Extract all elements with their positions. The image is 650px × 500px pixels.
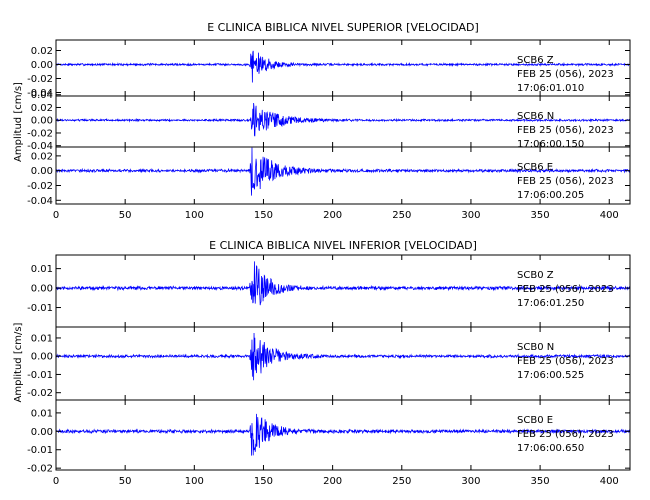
- x-tick-label: 250: [392, 476, 411, 487]
- x-tick-label: 400: [600, 476, 619, 487]
- channel-time: 17:06:00.650: [517, 443, 584, 454]
- y-tick-label: -0.01: [27, 303, 53, 314]
- x-tick-label: 100: [185, 210, 204, 221]
- y-tick-label: -0.02: [27, 388, 53, 399]
- y-tick-label: -0.02: [27, 128, 53, 139]
- y-axis-label: Amplitud [cm/s]: [13, 322, 24, 402]
- seismic-trace: [56, 261, 630, 306]
- x-tick-label: 150: [254, 476, 273, 487]
- y-tick-label: 0.00: [31, 284, 53, 295]
- y-tick-label: 0.00: [31, 60, 53, 71]
- y-tick-label: 0.04: [31, 90, 53, 101]
- channel-date: FEB 25 (056), 2023: [517, 69, 614, 80]
- trace-panel: 0.02 0.00 -0.02 -0.04 SCB6 E FEB 25 (056), 20…: [27, 146, 631, 207]
- channel-time: 17:06:01.010: [517, 83, 584, 94]
- seismic-trace: [56, 413, 630, 456]
- panel-frame: [55, 146, 631, 205]
- y-tick-label: -0.04: [27, 196, 53, 207]
- y-tick-label: 0.00: [31, 166, 53, 177]
- trace-panel: 0.04 0.02 0.00-0.02 -0.04 SCB6 N FEB 25 (056)…: [27, 90, 631, 152]
- channel-label: SCB6 N: [517, 111, 554, 122]
- x-tick-label: 200: [323, 476, 342, 487]
- panel-frame: [55, 399, 631, 471]
- channel-label: SCB0 E: [517, 415, 553, 426]
- channel-date: FEB 25 (056), 2023: [517, 429, 614, 440]
- trace-panel: 0.01 0.00 -0.01 -0.02 SCB0 N FEB 25 (056), 20…: [27, 326, 631, 401]
- x-tick-label: 250: [392, 210, 411, 221]
- y-axis-label: Amplitud [cm/s]: [13, 82, 24, 162]
- y-tick-label: -0.01: [27, 370, 53, 381]
- y-tick-label: 0.00: [31, 427, 53, 438]
- x-tick-label: 200: [323, 210, 342, 221]
- y-tick-label: 0.01: [31, 264, 53, 275]
- y-tick-label: -0.01: [27, 445, 53, 456]
- trace-panel: 0.01 0.00 -0.01 -0.02 SCB0 E FEB 25 (056), 20…: [27, 399, 631, 475]
- x-tick-label: 0: [53, 210, 59, 221]
- channel-label: SCB0 Z: [517, 270, 554, 281]
- channel-date: FEB 25 (056), 2023: [517, 176, 614, 187]
- x-tick-label: 300: [461, 476, 480, 487]
- x-tick-label: 0: [53, 476, 59, 487]
- channel-time: 17:06:00.205: [517, 190, 584, 201]
- x-tick-label: 50: [119, 210, 132, 221]
- seismic-trace: [56, 333, 630, 381]
- x-tick-label: 350: [531, 476, 550, 487]
- y-tick-label: -0.02: [27, 181, 53, 192]
- y-tick-label: 0.01: [31, 333, 53, 344]
- channel-time: 17:06:01.250: [517, 298, 584, 309]
- y-tick-label: 0.01: [31, 408, 53, 419]
- x-tick-label: 350: [531, 210, 550, 221]
- chart-title: E CLINICA BIBLICA NIVEL INFERIOR [VELOCI…: [209, 239, 477, 252]
- channel-date: FEB 25 (056), 2023: [517, 284, 614, 295]
- y-tick-label: -0.04: [27, 141, 53, 152]
- channel-date: FEB 25 (056), 2023: [517, 356, 614, 367]
- y-tick-label: -0.04: [27, 88, 53, 99]
- channel-label: SCB6 Z: [517, 55, 554, 66]
- channel-date: FEB 25 (056), 2023: [517, 125, 614, 136]
- channel-time: 17:06:00.150: [517, 139, 584, 150]
- trace-panel: 0.02 0.00 -0.02 -0.04 SCB6 Z FEB 25 (056), 20…: [27, 39, 631, 99]
- trace-panel: 0.01 0.00 -0.01 SCB0 Z FEB 25 (056), 2023 17:…: [27, 254, 631, 328]
- seismic-trace: [56, 147, 630, 196]
- channel-label: SCB0 N: [517, 342, 554, 353]
- y-tick-label: -0.02: [27, 74, 53, 85]
- seismic-trace: [56, 103, 630, 137]
- chart-title: E CLINICA BIBLICA NIVEL SUPERIOR [VELOCI…: [207, 21, 479, 34]
- channel-time: 17:06:00.525: [517, 370, 584, 381]
- y-tick-label: -0.02: [27, 464, 53, 475]
- x-tick-label: 50: [119, 476, 132, 487]
- seismic-trace: [56, 50, 630, 83]
- y-tick-label: 0.02: [31, 103, 53, 114]
- x-tick-label: 400: [600, 210, 619, 221]
- y-tick-label: 0.00: [31, 352, 53, 363]
- x-tick-label: 300: [461, 210, 480, 221]
- y-tick-label: 0.00: [31, 116, 53, 127]
- y-tick-label: 0.02: [31, 151, 53, 162]
- x-tick-label: 100: [185, 476, 204, 487]
- y-tick-label: 0.02: [31, 46, 53, 57]
- channel-label: SCB6 E: [517, 162, 553, 173]
- x-tick-label: 150: [254, 210, 273, 221]
